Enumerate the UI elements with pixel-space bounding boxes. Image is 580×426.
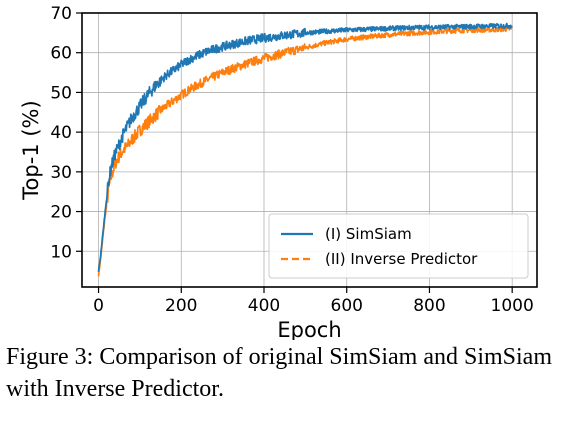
y-tick-label: 60 (50, 44, 72, 64)
figure-caption: Figure 3: Comparison of original SimSiam… (6, 344, 552, 402)
legend: (I) SimSiam (II) Inverse Predictor (268, 213, 529, 279)
y-tick-label: 10 (50, 242, 72, 262)
y-tick-label: 20 (50, 203, 72, 223)
x-tick-label: 200 (165, 296, 197, 316)
y-axis-label: Top-1 (%) (19, 100, 43, 200)
series-layer (97, 22, 513, 277)
line-chart: 0 200 400 600 800 1000 10 20 30 40 50 60 70 Epoch To… (19, 4, 538, 340)
ticks: 0 200 400 600 800 1000 10 20 30 40 50 60 70 (50, 4, 533, 316)
legend-box (268, 213, 529, 279)
x-tick-label: 0 (93, 296, 104, 316)
legend-label-inverse-predictor: (II) Inverse Predictor (325, 250, 478, 268)
y-tick-label: 70 (50, 4, 72, 24)
x-tick-label: 400 (248, 296, 280, 316)
x-tick-label: 1000 (491, 296, 534, 316)
series-line-inverse-predictor (97, 26, 513, 277)
x-tick-label: 800 (413, 296, 445, 316)
series-line-simsiam (97, 22, 513, 272)
x-axis-label: Epoch (277, 318, 341, 340)
y-tick-label: 40 (50, 123, 72, 143)
plot-frame (81, 12, 538, 288)
x-tick-label: 600 (331, 296, 363, 316)
legend-label-simsiam: (I) SimSiam (325, 225, 412, 243)
y-tick-label: 30 (50, 163, 72, 183)
y-tick-label: 50 (50, 83, 72, 103)
